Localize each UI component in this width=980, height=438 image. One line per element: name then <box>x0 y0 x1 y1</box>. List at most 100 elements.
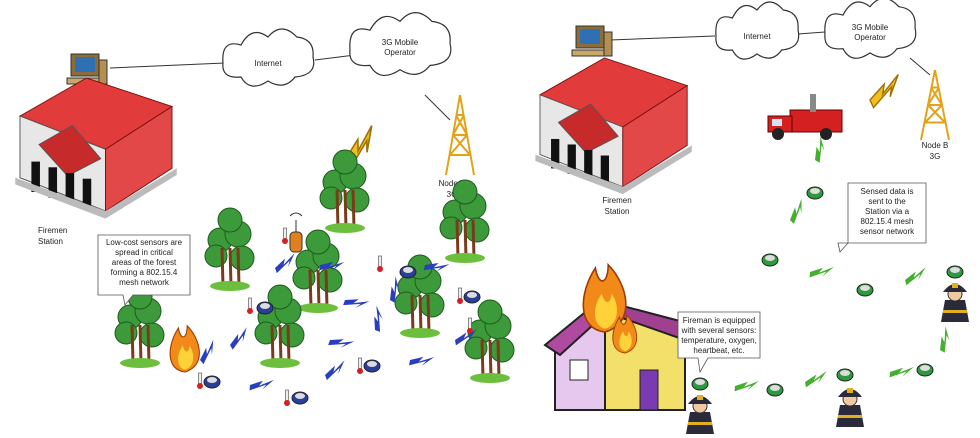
signal-bolt <box>785 198 810 223</box>
trunk <box>140 325 141 363</box>
sensor-top <box>920 365 930 371</box>
tower-label: 3G <box>930 152 941 161</box>
signal-bolt <box>810 265 834 280</box>
sensor-top <box>467 292 477 298</box>
trunk <box>353 190 354 228</box>
callout-text: with several sensors: <box>681 326 757 335</box>
foliage <box>478 300 502 324</box>
trunk <box>490 340 491 378</box>
cloud-label: 3G Mobile <box>852 23 889 32</box>
fire-station <box>535 58 691 194</box>
trunk <box>272 325 273 363</box>
foliage <box>490 338 514 362</box>
foliage <box>465 218 489 242</box>
cloud-label: Internet <box>743 32 771 41</box>
callout-text: sensor network <box>860 227 915 236</box>
trunk <box>318 270 319 308</box>
callout-text: spread in critical <box>115 248 173 257</box>
callout-text: areas of the forest <box>112 258 177 267</box>
trunk <box>465 220 466 258</box>
signal-bolt <box>323 360 349 380</box>
gateway-antenna <box>290 213 302 232</box>
sensor-top <box>207 377 217 383</box>
trunk <box>148 325 149 363</box>
signal-bolt <box>809 136 832 163</box>
sensor-top <box>950 267 960 273</box>
trunk <box>280 325 281 363</box>
signal-bolt <box>890 365 914 380</box>
trunk <box>310 270 311 308</box>
network-link <box>798 32 825 34</box>
window <box>570 360 588 380</box>
trunk <box>230 248 231 286</box>
trunk <box>132 325 133 363</box>
helmet-badge <box>697 395 703 400</box>
signal-bolt <box>226 327 253 350</box>
callout-text: forming a 802.15.4 <box>111 268 178 277</box>
tree <box>465 300 514 383</box>
helmet-badge <box>847 388 853 393</box>
signal-bolt <box>409 353 434 369</box>
grass <box>210 281 250 291</box>
network-link <box>610 36 715 40</box>
grass <box>325 223 365 233</box>
trunk <box>412 295 413 333</box>
signal-bolt <box>368 306 388 332</box>
foliage <box>218 208 242 232</box>
callout-text: Sensed data is <box>861 187 914 196</box>
foliage <box>140 323 164 347</box>
sensor-top <box>770 385 780 391</box>
foliage <box>420 293 444 317</box>
trunk <box>222 248 223 286</box>
station-label: Station <box>38 237 63 246</box>
trunk <box>326 270 327 308</box>
trunk <box>498 340 499 378</box>
fireman <box>836 388 864 427</box>
grass <box>120 358 160 368</box>
tree <box>255 285 304 368</box>
cloud-label: Internet <box>254 59 282 68</box>
sensor-top <box>840 370 850 376</box>
signal-bolt <box>273 253 299 273</box>
belt <box>943 310 967 313</box>
callout-text: Station via a <box>865 207 910 216</box>
foliage <box>333 150 357 174</box>
sensor-top <box>860 285 870 291</box>
trunk <box>345 190 346 228</box>
door <box>640 370 658 410</box>
callout-text: temperature, oxygen, <box>681 336 757 345</box>
network-link <box>425 95 450 120</box>
radio-tower <box>921 70 949 140</box>
trunk <box>288 325 289 363</box>
trunk <box>457 220 458 258</box>
foliage <box>453 180 477 204</box>
sensor-top <box>367 361 377 367</box>
trunk <box>238 248 239 286</box>
fire <box>170 326 199 372</box>
radio-tower <box>446 95 474 175</box>
helmet-badge <box>952 283 958 288</box>
screen <box>580 29 600 44</box>
station-label: Firemen <box>38 226 67 235</box>
trunk <box>337 190 338 228</box>
sensor-top <box>260 303 270 309</box>
cloud-label: Operator <box>384 48 416 57</box>
tower-case <box>99 60 107 84</box>
belt <box>688 422 712 425</box>
foliage <box>318 268 342 292</box>
cloud <box>716 2 799 59</box>
signal-bolt <box>250 378 274 393</box>
grass <box>470 373 510 383</box>
wheel <box>772 128 784 140</box>
callout-text: mesh network <box>119 278 170 287</box>
fire-truck <box>768 94 842 140</box>
tower-label: Node B <box>922 141 949 150</box>
screen <box>75 57 95 72</box>
truck-ladder <box>810 94 816 112</box>
signal-bolt <box>934 326 957 353</box>
sensor-top <box>765 255 775 261</box>
foliage <box>280 323 304 347</box>
thermometer-bulb <box>282 238 288 244</box>
sensor-top <box>810 188 820 194</box>
tree <box>205 208 254 291</box>
